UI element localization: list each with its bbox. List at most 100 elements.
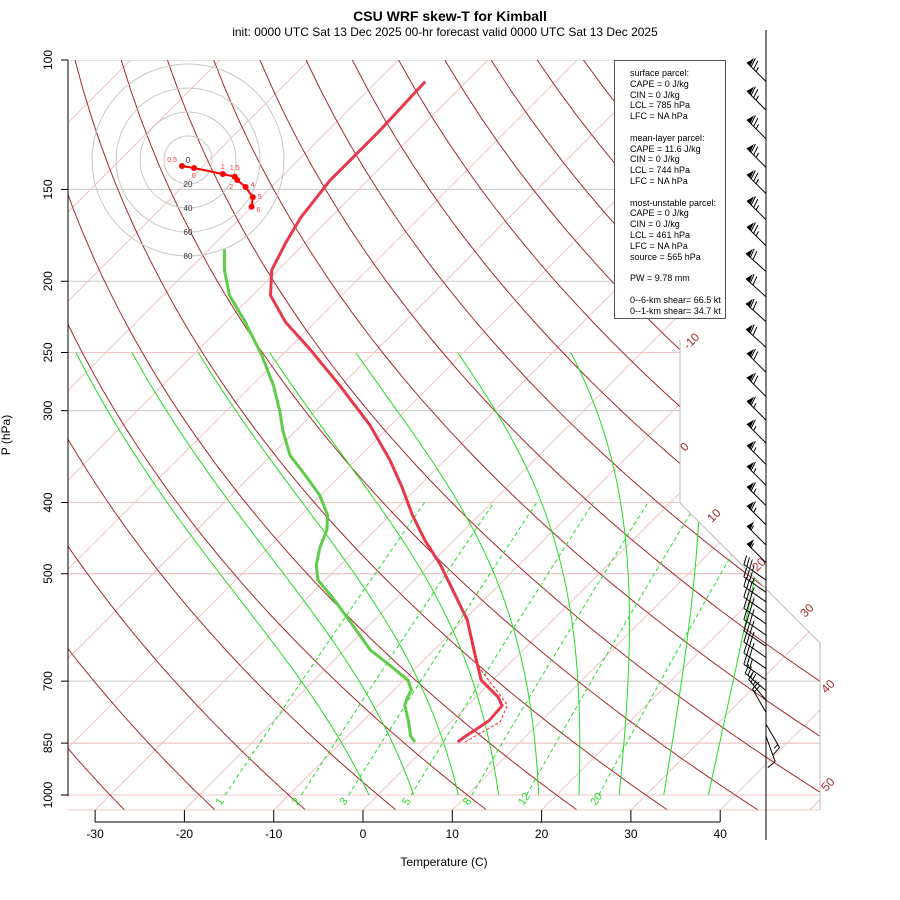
wind-barb-full (746, 590, 750, 600)
y-tick-label: 100 (41, 50, 55, 70)
wind-barb-full (749, 614, 753, 624)
ml-cape: CAPE = 11.6 J/kg (630, 143, 701, 154)
wind-barb-full (749, 248, 755, 258)
wind-barb-full (750, 501, 756, 511)
wind-barb-full (749, 592, 753, 602)
hodograph-point-label: 0 (192, 173, 196, 180)
wind-barb-full (749, 581, 753, 591)
shear-0-6km: 0--6-km shear= 66.5 kt (630, 294, 721, 305)
hodograph-ring-label: 80 (184, 252, 193, 261)
wind-barb-full (746, 601, 750, 611)
wind-barb-full (750, 170, 756, 180)
parcel-line (464, 624, 508, 743)
wind-barb-full (748, 671, 755, 680)
wind-barb-staff (746, 543, 767, 564)
wind-barb-full (743, 567, 748, 577)
wind-barb-full (750, 440, 756, 450)
mixing-ratio-line (526, 502, 698, 796)
mixing-ratio-label: 12 (516, 791, 533, 808)
y-tick-label: 250 (41, 342, 55, 362)
wind-barb-pennant (746, 348, 754, 357)
wind-barb-full (753, 146, 759, 156)
wind-barb-half (753, 402, 757, 408)
mu-cin: CIN = 0 J/kg (630, 219, 680, 230)
hodograph-ring (139, 111, 237, 209)
y-tick-label: 1000 (41, 781, 55, 808)
isotherm-line (68, 60, 489, 810)
hodograph-ring (91, 63, 285, 257)
x-tick-label: -30 (86, 827, 104, 841)
wind-barb-staff (746, 352, 767, 373)
wind-barb (743, 621, 767, 647)
moist-adiabat-line (355, 352, 540, 795)
wind-barb-full (772, 747, 780, 755)
wind-barb-staff (743, 576, 767, 593)
wind-barb-full (749, 636, 753, 647)
wind-barb-half (753, 468, 757, 474)
hodograph-ring (163, 135, 213, 185)
mixing-ratio-label: 2 (290, 796, 303, 808)
hodograph-point (249, 194, 256, 201)
dry-adiabat-line (166, 60, 820, 810)
wind-barb-full (743, 655, 748, 665)
wind-barb (743, 577, 767, 603)
wind-barb-staff (745, 328, 767, 348)
wind-barb-staff (746, 400, 767, 421)
wind-barb-pennant (745, 324, 753, 333)
wind-barb-half (752, 587, 755, 593)
wind-barb-full (746, 645, 750, 656)
mixing-ratio-line (348, 502, 538, 796)
chart-title: CSU WRF skew-T for Kimball (353, 8, 547, 24)
x-tick-label: 10 (446, 827, 460, 841)
wind-barb-half (750, 543, 755, 549)
wind-barb (752, 681, 767, 713)
wind-barb (743, 632, 767, 658)
moist-adiabat-line (570, 352, 630, 796)
dry-adiabat-line (120, 60, 760, 810)
wind-barb-full (749, 571, 753, 582)
wind-barb-pennant (746, 196, 754, 205)
wind-barb-full (753, 89, 759, 98)
y-tick-label: 150 (41, 179, 55, 199)
dry-adiabat-label: 10 (704, 506, 724, 526)
dewpoint-line (222, 249, 417, 743)
wind-barb-staff (745, 278, 767, 298)
wind-barb-full (746, 569, 750, 580)
dry-adiabat-line (305, 60, 820, 810)
wind-barb-half (755, 205, 760, 211)
mu-cape: CAPE = 0 J/kg (630, 208, 689, 219)
wind-barb-half (755, 95, 760, 101)
wind-barb-full (749, 647, 753, 658)
wind-barb-full (753, 351, 759, 361)
wind-barb-full (750, 222, 756, 232)
wind-barb-staff (746, 174, 767, 195)
wind-barb-staff (746, 444, 767, 465)
wind-barb-staff (752, 688, 767, 713)
ml-lfc: LFC = NA hPa (630, 175, 688, 186)
hodograph-ring-label: 0 (186, 156, 191, 165)
wind-barb (746, 372, 767, 397)
dry-adiabat-label: 0 (677, 439, 692, 454)
wind-barb-half (750, 525, 755, 531)
wind-barb (746, 196, 767, 221)
isotherm-line (540, 60, 820, 810)
wind-barb-pennant (746, 482, 754, 491)
wind-barb-half (752, 565, 755, 571)
wind-barb-staff (746, 226, 767, 247)
wind-barb (746, 440, 767, 465)
wind-barb-half (755, 178, 760, 184)
wind-barb (745, 298, 767, 323)
wind-barb (746, 222, 767, 247)
ml-cin: CIN = 0 J/kg (630, 154, 680, 165)
wind-barb (745, 273, 767, 298)
hodograph-point (179, 163, 185, 169)
wind-barb-pennant (746, 441, 754, 449)
wind-barb-full (753, 198, 759, 208)
wind-barb (743, 588, 767, 614)
wind-barb-full (753, 60, 759, 70)
wind-barbs (743, 30, 780, 840)
dry-adiabat-line (74, 60, 669, 810)
isotherm-line (68, 60, 221, 810)
isotherm-line (808, 60, 820, 810)
wind-barb-half (753, 447, 757, 453)
